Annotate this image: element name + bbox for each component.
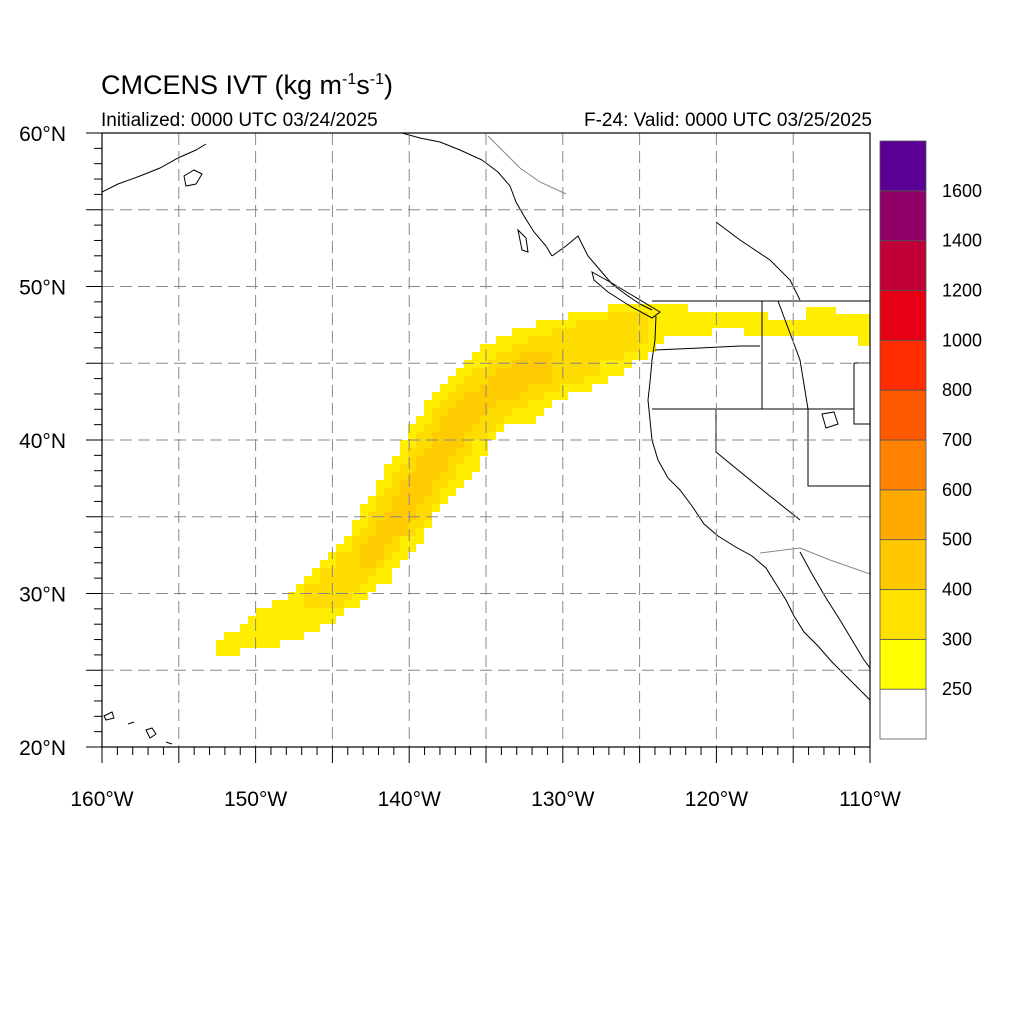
valid-time: F-24: Valid: 0000 UTC 03/25/2025 — [584, 110, 872, 131]
axis-labels: 20°N 30°N 40°N 50°N 60°N 160°W 150°W 140°W 130°W… — [19, 123, 901, 811]
lat-label: 30°N — [19, 584, 66, 607]
lat-label: 20°N — [19, 737, 66, 760]
wa-or-border — [654, 345, 760, 351]
colorbar-label: 300 — [942, 629, 972, 649]
colorbar-swatch — [879, 539, 927, 590]
lon-label: 130°W — [531, 788, 594, 811]
baja-east-coast — [799, 551, 870, 669]
colorbar-label: 1400 — [942, 231, 982, 251]
vancouver-island — [591, 271, 661, 319]
montana-border — [715, 221, 801, 301]
colorbar-swatch — [879, 489, 927, 541]
us-mexico-border — [759, 547, 870, 575]
great-salt-lake — [821, 411, 839, 429]
lon-label: 160°W — [70, 788, 133, 811]
colorbar-swatch — [879, 190, 927, 242]
initialized-time: Initialized: 0000 UTC 03/24/2025 — [101, 110, 378, 131]
colorbar-label: 1200 — [942, 281, 982, 301]
ca-nv-border — [715, 409, 801, 521]
pacific-coast-us — [647, 315, 870, 701]
colorbar-label: 800 — [942, 380, 972, 400]
colorbar-label: 1000 — [942, 330, 982, 350]
graticule — [102, 133, 870, 747]
colorbar-swatch — [879, 240, 927, 291]
axis-ticks — [86, 132, 871, 763]
lon-label: 120°W — [685, 788, 748, 811]
colorbar-swatch — [879, 589, 927, 640]
alaska-border — [487, 135, 567, 195]
coastline-borders — [102, 133, 870, 745]
colorbar-swatch — [879, 688, 927, 740]
lon-label: 140°W — [378, 788, 441, 811]
lat-label: 50°N — [19, 277, 66, 300]
alaska-kodiak — [183, 169, 203, 187]
nevada-utah-border — [807, 409, 870, 487]
lat-label: 40°N — [19, 430, 66, 453]
lat-label: 60°N — [19, 123, 66, 146]
ivt-cells — [216, 304, 870, 656]
gulf-of-alaska-coast — [401, 133, 553, 257]
colorbar-swatch — [879, 140, 927, 192]
haida-gwaii — [517, 228, 529, 253]
lon-label: 110°W — [839, 788, 901, 811]
colorbar-label: 400 — [942, 580, 972, 600]
colorbar-swatch — [879, 439, 927, 491]
colorbar-label: 250 — [942, 679, 972, 699]
colorbar-swatch — [879, 638, 927, 690]
colorbar-label: 600 — [942, 480, 972, 500]
colorbar-swatch — [879, 290, 927, 341]
alaska-peninsula-coast — [102, 143, 207, 193]
hawaii-islands — [103, 711, 173, 745]
colorbar-label: 500 — [942, 530, 972, 550]
map-title: CMCENS IVT (kg m-1s-1) — [101, 70, 393, 100]
colorbar-label: 700 — [942, 430, 972, 450]
colorbar-swatch — [879, 389, 927, 441]
bc-coast — [551, 235, 653, 311]
colorbar: 250 300 400 500 600 700 800 1000 1200 1400 1600 — [879, 140, 982, 740]
colorbar-swatch — [879, 339, 927, 391]
wyoming-border — [853, 362, 870, 425]
colorbar-label: 1600 — [942, 181, 982, 201]
ivt-shading — [216, 304, 870, 656]
lon-label: 150°W — [224, 788, 287, 811]
idaho-east-border — [777, 300, 809, 410]
